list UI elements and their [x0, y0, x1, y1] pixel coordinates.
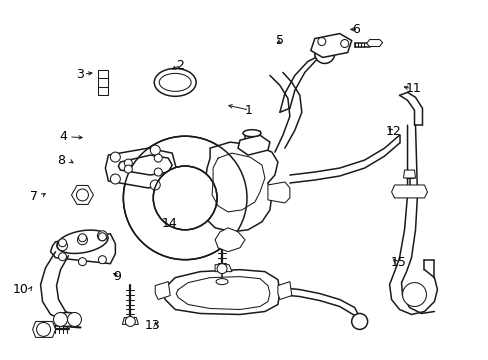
- Polygon shape: [33, 321, 56, 337]
- Polygon shape: [310, 33, 351, 58]
- Circle shape: [124, 159, 132, 167]
- Circle shape: [59, 239, 66, 247]
- Polygon shape: [118, 155, 172, 175]
- Circle shape: [351, 314, 367, 329]
- Circle shape: [217, 264, 226, 274]
- Circle shape: [78, 258, 86, 266]
- Ellipse shape: [159, 73, 191, 91]
- Text: 15: 15: [390, 256, 406, 269]
- Circle shape: [317, 37, 325, 45]
- Circle shape: [76, 189, 88, 201]
- Polygon shape: [50, 234, 115, 264]
- Circle shape: [314, 44, 334, 63]
- Polygon shape: [403, 170, 415, 178]
- Polygon shape: [105, 148, 176, 188]
- Polygon shape: [71, 185, 93, 204]
- Polygon shape: [215, 265, 232, 272]
- Circle shape: [110, 152, 120, 162]
- Text: 3: 3: [76, 68, 84, 81]
- Ellipse shape: [216, 279, 227, 285]
- Polygon shape: [204, 142, 277, 232]
- Ellipse shape: [154, 68, 196, 96]
- Circle shape: [154, 154, 162, 162]
- Text: 2: 2: [176, 59, 184, 72]
- Circle shape: [97, 231, 107, 241]
- Text: 14: 14: [161, 216, 177, 230]
- Text: 4: 4: [59, 130, 67, 144]
- Polygon shape: [238, 135, 269, 155]
- Polygon shape: [366, 40, 382, 46]
- Circle shape: [98, 256, 106, 264]
- Text: 7: 7: [30, 190, 38, 203]
- Circle shape: [150, 180, 160, 190]
- Circle shape: [110, 174, 120, 184]
- Text: 13: 13: [144, 319, 160, 332]
- Circle shape: [53, 312, 67, 327]
- Circle shape: [59, 253, 66, 261]
- Text: 10: 10: [13, 283, 29, 296]
- Polygon shape: [163, 270, 279, 315]
- Text: 1: 1: [244, 104, 252, 117]
- Text: 5: 5: [276, 33, 284, 47]
- Circle shape: [150, 145, 160, 155]
- Circle shape: [77, 235, 87, 245]
- Circle shape: [37, 323, 50, 336]
- Circle shape: [402, 283, 426, 306]
- Polygon shape: [98, 71, 108, 95]
- Text: 9: 9: [113, 270, 121, 283]
- Ellipse shape: [315, 47, 334, 60]
- Text: 12: 12: [385, 125, 401, 138]
- Ellipse shape: [243, 130, 261, 137]
- Polygon shape: [215, 228, 244, 252]
- Polygon shape: [155, 282, 170, 300]
- Polygon shape: [122, 318, 138, 324]
- Circle shape: [154, 168, 162, 176]
- Circle shape: [125, 316, 135, 327]
- Circle shape: [58, 241, 67, 251]
- Circle shape: [67, 312, 81, 327]
- Text: 11: 11: [405, 82, 420, 95]
- Circle shape: [78, 234, 86, 242]
- Circle shape: [98, 233, 106, 241]
- Circle shape: [340, 40, 348, 48]
- Text: 8: 8: [57, 154, 64, 167]
- Circle shape: [124, 165, 132, 173]
- Polygon shape: [391, 185, 427, 198]
- Text: 6: 6: [351, 23, 359, 36]
- Circle shape: [153, 166, 217, 230]
- Ellipse shape: [55, 312, 80, 327]
- Circle shape: [123, 136, 246, 260]
- Polygon shape: [267, 182, 289, 203]
- Polygon shape: [277, 282, 291, 300]
- Ellipse shape: [57, 230, 108, 253]
